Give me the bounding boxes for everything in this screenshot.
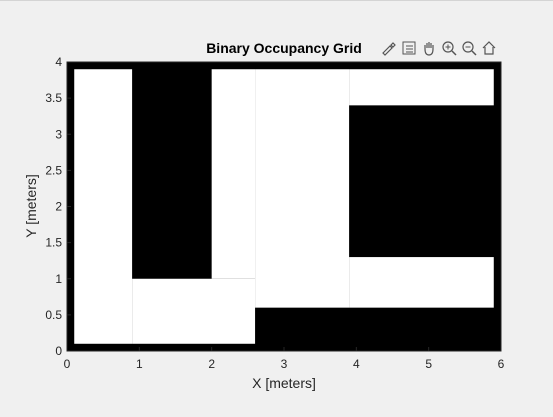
y-tick-label: 1.5	[45, 236, 62, 250]
zoom-out-button[interactable]	[460, 39, 478, 57]
zoom-in-button[interactable]	[440, 39, 458, 57]
free-region-3	[255, 69, 350, 308]
x-axis-ticks: 0 1 2 3 4 5 6	[64, 347, 505, 371]
brush-icon	[382, 42, 396, 56]
y-tick-label: 1	[55, 272, 62, 286]
y-axis-ticks: 0 0.5 1 1.5 2 2.5 3 3.5 4	[45, 55, 71, 358]
free-region-1	[132, 278, 256, 344]
free-region-2	[211, 69, 256, 279]
axes-toolbar	[380, 39, 498, 57]
legend-button[interactable]	[400, 39, 418, 57]
x-tick-label: 4	[353, 357, 360, 371]
home-icon	[482, 41, 496, 55]
free-region-4	[349, 69, 494, 106]
x-axis-label: X [meters]	[252, 375, 316, 391]
y-tick-label: 0	[55, 344, 62, 358]
x-tick-label: 6	[498, 357, 505, 371]
y-tick-label: 2	[55, 200, 62, 214]
x-tick-label: 2	[208, 357, 215, 371]
y-tick-label: 2.5	[45, 163, 62, 177]
y-tick-label: 3	[55, 127, 62, 141]
x-tick-label: 5	[425, 357, 432, 371]
chart-title: Binary Occupancy Grid	[206, 40, 362, 56]
home-button[interactable]	[480, 39, 498, 57]
zoom-out-icon	[462, 41, 477, 56]
brush-button[interactable]	[380, 39, 398, 57]
free-region-0	[74, 69, 133, 344]
y-axis-label: Y [meters]	[23, 174, 39, 238]
y-tick-label: 0.5	[45, 308, 62, 322]
zoom-in-icon	[442, 41, 457, 56]
free-region-5	[349, 257, 494, 308]
pan-button[interactable]	[420, 39, 438, 57]
x-tick-label: 3	[281, 357, 288, 371]
x-tick-label: 1	[136, 357, 143, 371]
free-space-layer	[74, 69, 494, 344]
pan-icon	[424, 42, 434, 56]
x-tick-label: 0	[64, 357, 71, 371]
y-tick-label: 3.5	[45, 91, 62, 105]
y-tick-label: 4	[55, 55, 62, 69]
legend-icon	[402, 41, 416, 55]
